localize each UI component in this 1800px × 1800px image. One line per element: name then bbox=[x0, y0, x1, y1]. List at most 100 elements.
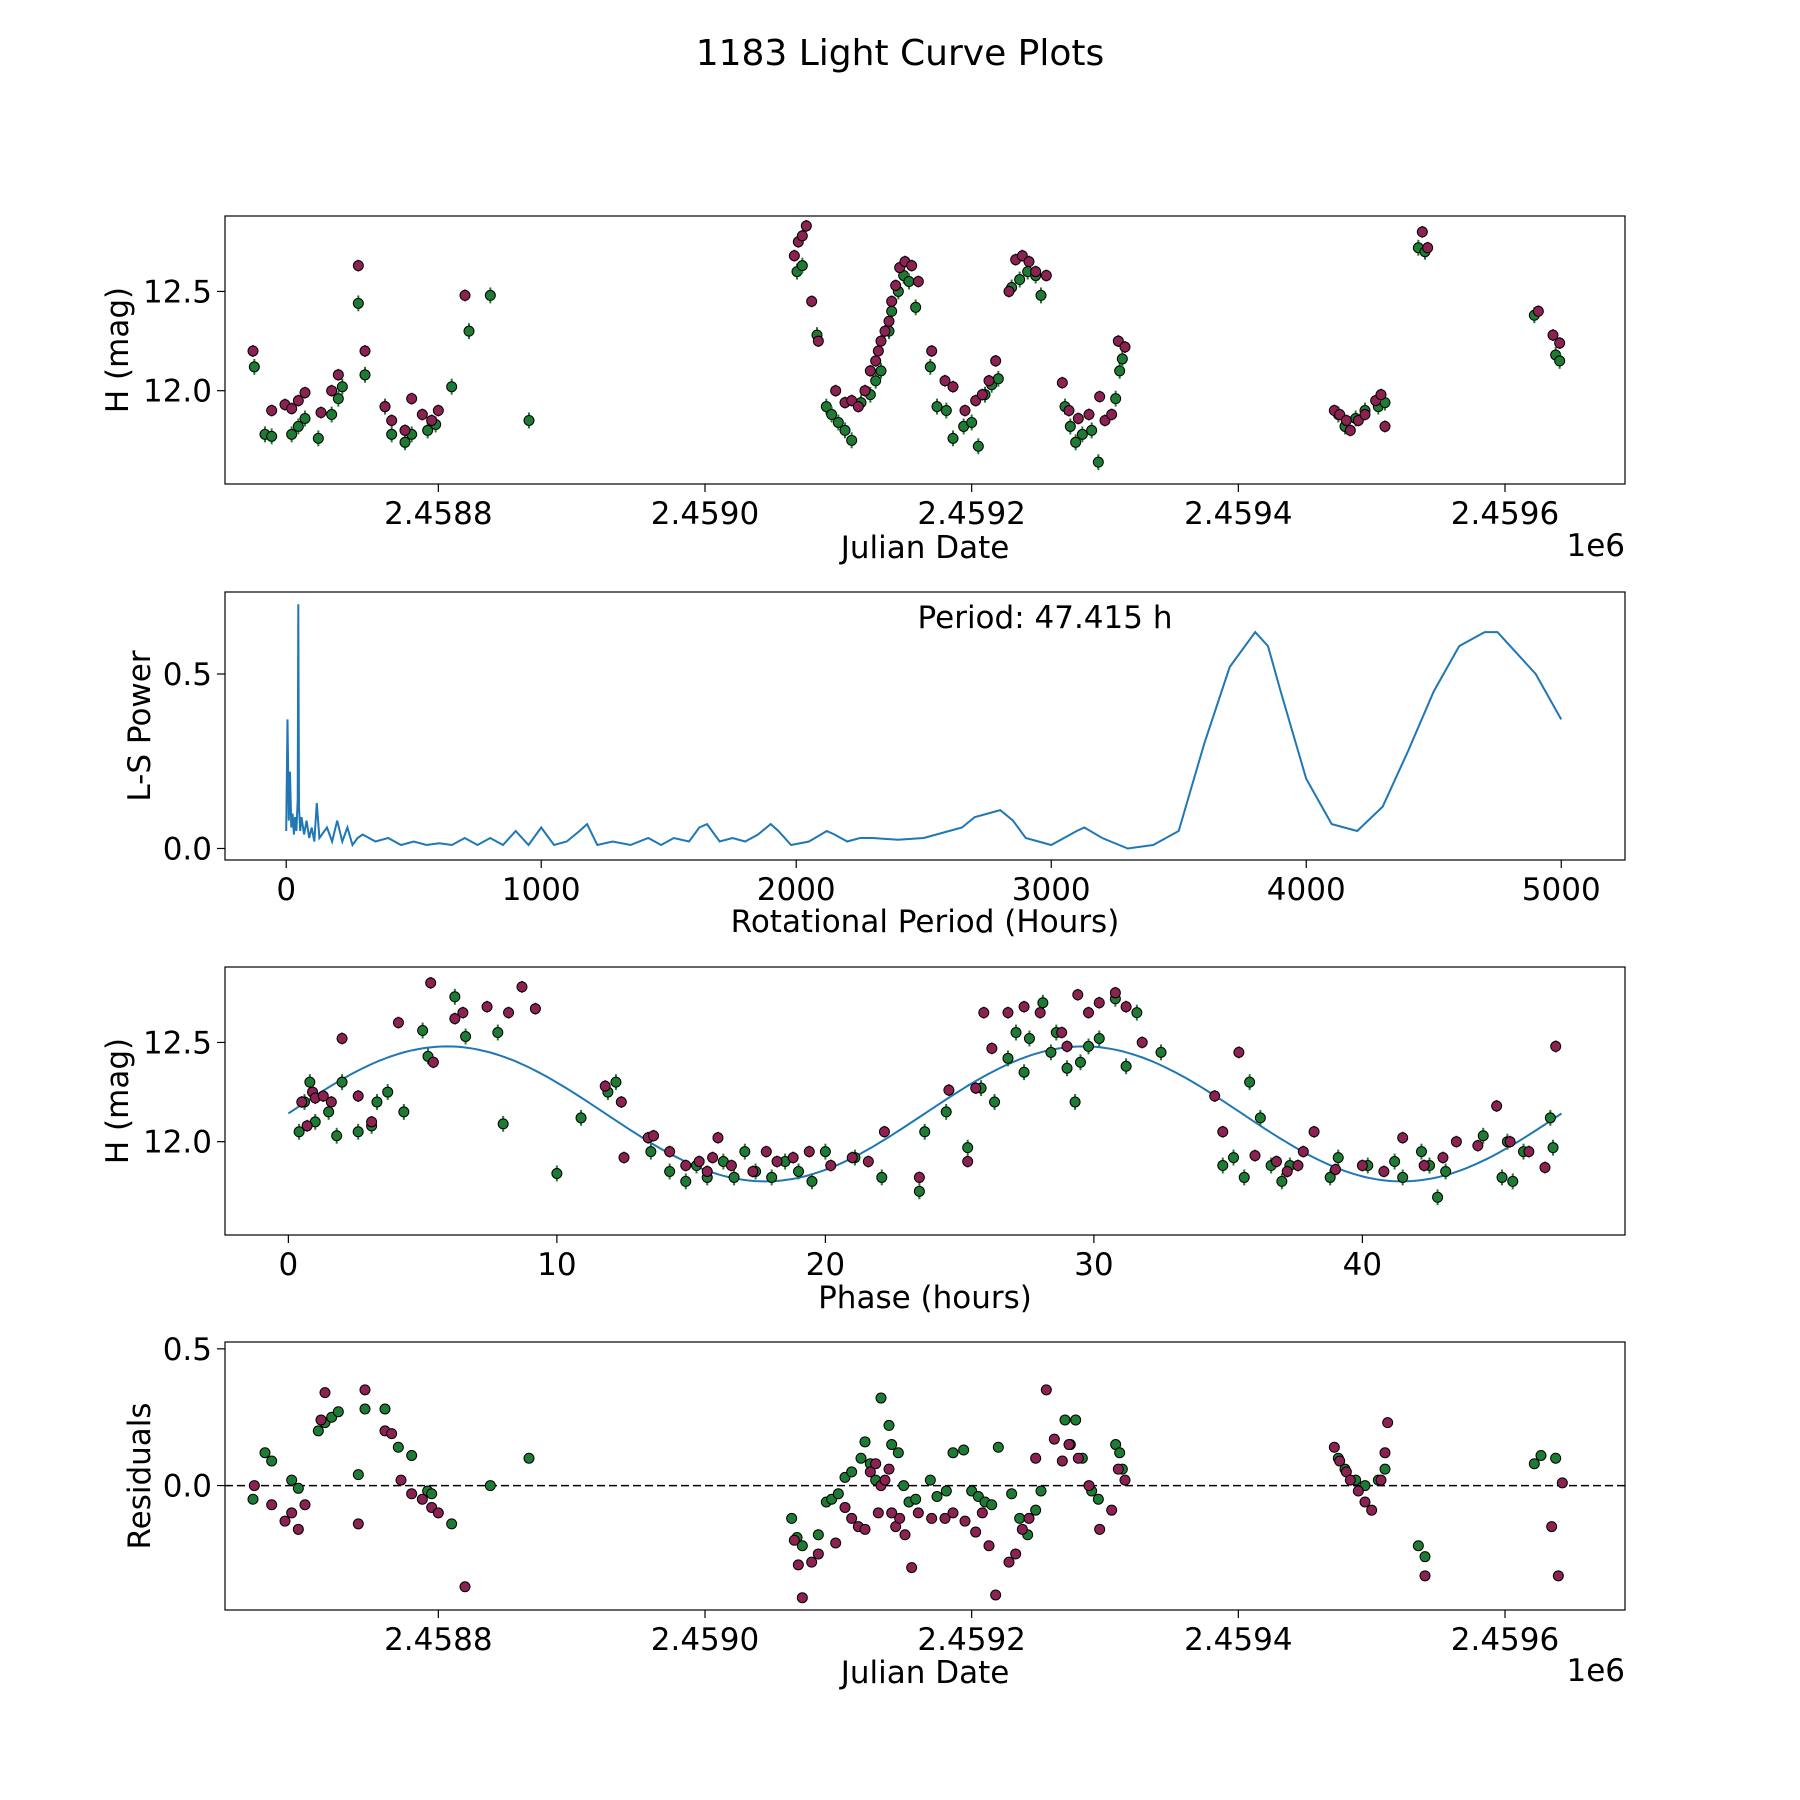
lightcurve-xtick-label: 2.4594 bbox=[1184, 496, 1292, 532]
phase-ytick-label: 12.0 bbox=[143, 1125, 212, 1161]
residuals-point-green bbox=[910, 1493, 922, 1505]
phase-point-red bbox=[664, 1146, 676, 1158]
residuals-point-green bbox=[1419, 1551, 1431, 1563]
residuals-point-green bbox=[855, 1452, 867, 1464]
residuals-point-red bbox=[1106, 1504, 1118, 1516]
residuals-point-red bbox=[266, 1499, 278, 1511]
lightcurve-xtick-label: 2.4588 bbox=[384, 496, 492, 532]
residuals-point-red bbox=[1048, 1433, 1060, 1445]
phase-point-red bbox=[913, 1171, 925, 1183]
residuals-point-green bbox=[1092, 1493, 1104, 1505]
phase-point-green bbox=[1440, 1165, 1452, 1177]
phase-point-red bbox=[301, 1120, 313, 1132]
residuals-point-red bbox=[939, 1512, 951, 1524]
lightcurve-point-green bbox=[1076, 428, 1088, 440]
phase-point-green bbox=[492, 1027, 504, 1039]
phase-point-red bbox=[1472, 1140, 1484, 1152]
lightcurve-point-green bbox=[299, 412, 311, 424]
phase-point-green bbox=[398, 1106, 410, 1118]
lightcurve-xtick-label: 2.4590 bbox=[651, 496, 759, 532]
phase-point-red bbox=[1397, 1132, 1409, 1144]
lightcurve-point-green bbox=[1092, 456, 1104, 468]
residuals-point-green bbox=[484, 1480, 496, 1492]
lightcurve-plot-area bbox=[247, 219, 1566, 471]
residuals-point-red bbox=[1379, 1447, 1391, 1459]
residuals-point-green bbox=[832, 1488, 844, 1500]
lightcurve-point-red bbox=[359, 345, 371, 357]
lightcurve-point-red bbox=[976, 389, 988, 401]
lightcurve-point-green bbox=[248, 361, 260, 373]
phase-point-red bbox=[1034, 1007, 1046, 1019]
lightcurve-point-red bbox=[1003, 285, 1015, 297]
residuals-point-green bbox=[352, 1469, 364, 1481]
residuals-point-green bbox=[426, 1488, 438, 1500]
residuals-point-red bbox=[976, 1507, 988, 1519]
lightcurve-xtick-label: 2.4596 bbox=[1451, 496, 1559, 532]
periodogram-plot-area bbox=[285, 604, 1563, 850]
residuals-point-red bbox=[1112, 1463, 1124, 1475]
lightcurve-point-red bbox=[386, 414, 398, 426]
residuals-point-red bbox=[1552, 1570, 1564, 1582]
residuals-point-red bbox=[279, 1515, 291, 1527]
lightcurve-point-red bbox=[1083, 409, 1095, 421]
residuals-point-green bbox=[446, 1518, 458, 1530]
lightcurve-point-green bbox=[1114, 365, 1126, 377]
lightcurve-point-red bbox=[1422, 242, 1434, 254]
residuals-point-red bbox=[806, 1556, 818, 1568]
lightcurve-point-red bbox=[886, 295, 898, 307]
phase-panel: 0 10 20 30 40 12.0 12.5 Phase (hours) H (mag) bbox=[100, 966, 1626, 1316]
phase-point-red bbox=[1018, 1001, 1030, 1013]
lightcurve-point-green bbox=[332, 393, 344, 405]
lightcurve-point-green bbox=[484, 289, 496, 301]
residuals-point-red bbox=[416, 1493, 428, 1505]
residuals-point-red bbox=[926, 1512, 938, 1524]
lightcurve-point-red bbox=[1554, 337, 1566, 349]
phase-point-red bbox=[516, 981, 528, 993]
residuals-offset-label: 1e6 bbox=[1566, 1653, 1625, 1689]
phase-point-red bbox=[760, 1146, 772, 1158]
residuals-point-green bbox=[1528, 1458, 1540, 1470]
phase-point-red bbox=[970, 1082, 982, 1094]
phase-ytick-label: 12.5 bbox=[143, 1025, 212, 1061]
lightcurve-point-green bbox=[1064, 420, 1076, 432]
phase-point-green bbox=[1217, 1160, 1229, 1172]
residuals-point-green bbox=[359, 1403, 371, 1415]
phase-xlabel: Phase (hours) bbox=[818, 1280, 1032, 1316]
phase-point-red bbox=[392, 1017, 404, 1029]
lightcurve-point-red bbox=[870, 355, 882, 367]
residuals-ticks: 2.4588 2.4590 2.4592 2.4594 2.4596 0.0 0.5 bbox=[163, 1332, 1560, 1658]
lightcurve-point-green bbox=[326, 409, 338, 421]
phase-point-green bbox=[793, 1165, 805, 1177]
lightcurve-point-green bbox=[886, 305, 898, 317]
lightcurve-point-red bbox=[1379, 420, 1391, 432]
periodogram-xtick-label: 3000 bbox=[1012, 872, 1091, 908]
phase-point-green bbox=[1074, 1056, 1086, 1068]
phase-point-green bbox=[1228, 1152, 1240, 1164]
phase-point-red bbox=[1209, 1090, 1221, 1102]
periodogram-xtick-label: 5000 bbox=[1522, 872, 1601, 908]
figure-title: 1183 Light Curve Plots bbox=[696, 33, 1105, 74]
phase-point-red bbox=[693, 1156, 705, 1168]
phase-point-red bbox=[1356, 1160, 1368, 1172]
residuals-point-green bbox=[1379, 1463, 1391, 1475]
lightcurve-point-red bbox=[406, 393, 418, 405]
lightcurve-point-red bbox=[800, 220, 812, 232]
phase-point-red bbox=[680, 1160, 692, 1172]
residuals-point-red bbox=[959, 1515, 971, 1527]
lightcurve-point-red bbox=[1094, 391, 1106, 403]
phase-point-green bbox=[739, 1146, 751, 1158]
phase-point-green bbox=[1389, 1156, 1401, 1168]
lightcurve-ytick-label: 12.0 bbox=[143, 374, 212, 410]
lightcurve-point-red bbox=[879, 325, 891, 337]
phase-point-red bbox=[648, 1130, 660, 1142]
lightcurve-point-red bbox=[883, 315, 895, 327]
residuals-point-red bbox=[1546, 1521, 1558, 1533]
residuals-point-green bbox=[786, 1512, 798, 1524]
residuals-point-green bbox=[886, 1439, 898, 1451]
residuals-point-green bbox=[1030, 1504, 1042, 1516]
periodogram-ytick-label: 0.0 bbox=[163, 831, 212, 867]
residuals-point-red bbox=[359, 1384, 371, 1396]
lightcurve-point-red bbox=[796, 230, 808, 242]
phase-point-green bbox=[304, 1076, 316, 1088]
residuals-point-red bbox=[983, 1540, 995, 1552]
